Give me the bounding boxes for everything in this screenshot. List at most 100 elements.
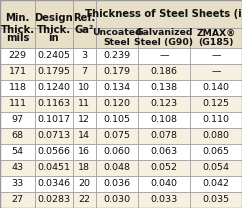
Bar	[35, 192, 73, 208]
Text: 0.134: 0.134	[103, 83, 130, 92]
Text: 0.042: 0.042	[203, 180, 229, 188]
Bar	[190, 96, 242, 112]
Bar	[0, 176, 35, 192]
Text: 12: 12	[78, 115, 90, 124]
Text: 11: 11	[78, 99, 90, 108]
Bar	[35, 48, 73, 64]
Text: 18: 18	[78, 163, 90, 172]
Text: Ref.
Ga²: Ref. Ga²	[73, 13, 95, 35]
Text: 0.078: 0.078	[151, 131, 177, 140]
Bar	[73, 64, 96, 80]
Text: 0.0346: 0.0346	[37, 180, 70, 188]
Bar	[190, 144, 242, 160]
Text: 0.080: 0.080	[203, 131, 229, 140]
Text: 0.239: 0.239	[103, 51, 130, 60]
Text: 0.0451: 0.0451	[37, 163, 70, 172]
Bar	[96, 0, 242, 28]
Text: 0.040: 0.040	[151, 180, 177, 188]
Bar	[138, 112, 190, 128]
Text: 229: 229	[8, 51, 27, 60]
Text: 0.2405: 0.2405	[37, 51, 70, 60]
Bar	[190, 192, 242, 208]
Bar	[190, 160, 242, 176]
Text: Galvanized
Steel (G90): Galvanized Steel (G90)	[135, 28, 193, 47]
Bar	[35, 64, 73, 80]
Text: 43: 43	[11, 163, 24, 172]
Bar	[96, 144, 138, 160]
Text: 111: 111	[8, 99, 27, 108]
Bar	[190, 64, 242, 80]
Text: 10: 10	[78, 83, 90, 92]
Bar	[96, 160, 138, 176]
Bar	[96, 96, 138, 112]
Bar	[190, 176, 242, 192]
Bar	[190, 112, 242, 128]
Text: Uncoated
Steel: Uncoated Steel	[92, 28, 142, 47]
Bar	[35, 112, 73, 128]
Text: 0.0283: 0.0283	[37, 196, 70, 204]
Text: 7: 7	[81, 67, 87, 76]
Bar	[35, 176, 73, 192]
Bar	[138, 144, 190, 160]
Text: 0.1795: 0.1795	[37, 67, 70, 76]
Bar	[0, 28, 35, 48]
Text: 0.1240: 0.1240	[37, 83, 70, 92]
Text: 0.140: 0.140	[203, 83, 229, 92]
Bar	[35, 96, 73, 112]
Bar	[0, 48, 35, 64]
Bar	[0, 144, 35, 160]
Text: 27: 27	[12, 196, 23, 204]
Text: 0.138: 0.138	[150, 83, 178, 92]
Text: 97: 97	[12, 115, 23, 124]
Bar	[190, 28, 242, 48]
Bar	[73, 28, 96, 48]
Text: ZMAX®
(G185): ZMAX® (G185)	[196, 28, 236, 47]
Text: 171: 171	[8, 67, 27, 76]
Text: 0.063: 0.063	[150, 147, 178, 156]
Text: 20: 20	[78, 180, 90, 188]
Bar	[138, 28, 190, 48]
Bar	[96, 176, 138, 192]
Text: 0.035: 0.035	[202, 196, 230, 204]
Text: —: —	[211, 67, 221, 76]
Bar	[96, 80, 138, 96]
Text: in: in	[49, 33, 59, 43]
Bar	[190, 48, 242, 64]
Bar	[73, 128, 96, 144]
Bar	[35, 128, 73, 144]
Text: mils: mils	[6, 33, 29, 43]
Bar	[73, 0, 96, 48]
Bar	[73, 144, 96, 160]
Bar	[0, 64, 35, 80]
Text: Thickness of Steel Sheets (in): Thickness of Steel Sheets (in)	[85, 9, 242, 19]
Text: 0.048: 0.048	[103, 163, 130, 172]
Text: 0.052: 0.052	[151, 163, 177, 172]
Text: 0.105: 0.105	[103, 115, 130, 124]
Bar	[0, 192, 35, 208]
Bar	[96, 48, 138, 64]
Bar	[138, 128, 190, 144]
Bar	[138, 176, 190, 192]
Bar	[35, 160, 73, 176]
Bar	[0, 80, 35, 96]
Text: 0.1017: 0.1017	[37, 115, 70, 124]
Bar	[35, 80, 73, 96]
Text: 0.060: 0.060	[103, 147, 130, 156]
Bar	[35, 28, 73, 48]
Text: 16: 16	[78, 147, 90, 156]
Text: 0.033: 0.033	[150, 196, 178, 204]
Text: 3: 3	[81, 51, 87, 60]
Bar	[138, 160, 190, 176]
Bar	[0, 96, 35, 112]
Bar	[73, 48, 96, 64]
Bar	[35, 144, 73, 160]
Text: 0.125: 0.125	[203, 99, 229, 108]
Text: 54: 54	[12, 147, 23, 156]
Bar	[0, 160, 35, 176]
Text: 0.0713: 0.0713	[37, 131, 70, 140]
Text: 0.110: 0.110	[203, 115, 229, 124]
Text: —: —	[159, 51, 169, 60]
Text: 22: 22	[78, 196, 90, 204]
Bar	[138, 80, 190, 96]
Text: Min.
Thick.: Min. Thick.	[0, 13, 35, 35]
